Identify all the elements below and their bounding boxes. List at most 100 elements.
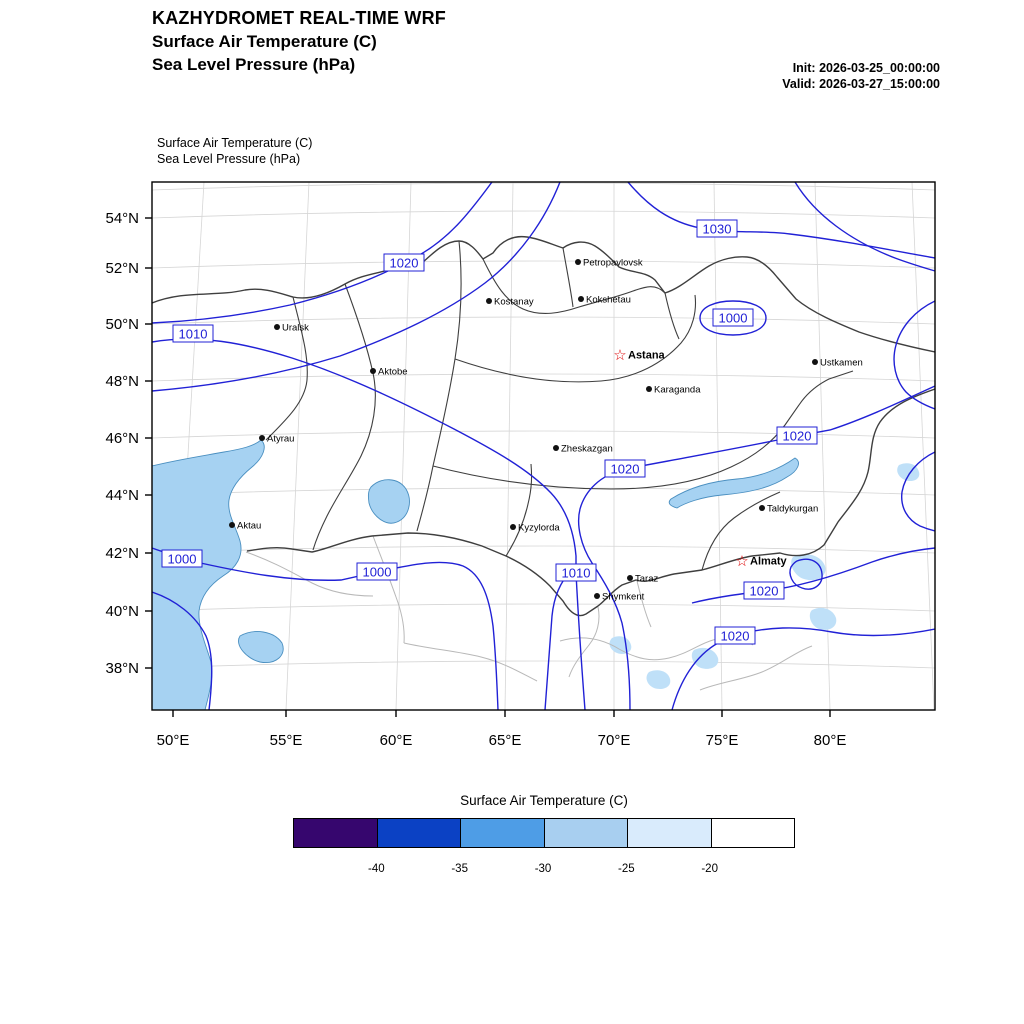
colorbar-tick-label: -35 <box>451 863 468 875</box>
colorbar-tick-labels: -40 -35 -30 -25 -20 <box>293 863 795 879</box>
city-dot-icon <box>812 359 818 365</box>
city-dot-icon <box>486 298 492 304</box>
lat-tick-label: 52°N <box>105 260 139 277</box>
isobar-labels: 1020 1030 1000 1010 1020 1020 1000 1000 1010 1020… <box>161 219 818 645</box>
isobar-label-box <box>604 459 646 478</box>
colorbar-title: Surface Air Temperature (C) <box>460 793 628 808</box>
colorbar-segment <box>711 819 794 847</box>
city-dot-icon <box>510 524 516 530</box>
isobar-label-box <box>383 253 425 272</box>
lon-tick-label: 80°E <box>814 732 847 749</box>
isobar-contour <box>794 182 935 272</box>
lat-tick-label: 54°N <box>105 210 139 227</box>
lon-tick-label: 60°E <box>380 732 413 749</box>
isobar-label: 1020 <box>721 629 750 644</box>
isobar-label-box <box>712 308 754 327</box>
isobar-label-box <box>161 549 203 568</box>
colorbar-segment <box>461 819 545 847</box>
colorbar-segment <box>377 819 461 847</box>
city-dot-icon <box>259 435 265 441</box>
city-label: Petropavlovsk <box>583 258 643 269</box>
city-dot-icon <box>370 368 376 374</box>
subtitle-pressure: Sea Level Pressure (hPa) <box>157 152 301 166</box>
city-label: Karaganda <box>654 385 701 396</box>
isobar-contour <box>577 385 935 710</box>
isobar-label-box <box>743 581 785 600</box>
isobar-contour <box>152 591 213 710</box>
isobar-contour <box>152 182 561 392</box>
city-label: Shymkent <box>602 592 645 603</box>
city-label: Kostanay <box>494 297 534 308</box>
isobar-label: 1010 <box>562 566 591 581</box>
city-star-icon: ☆ <box>735 553 748 570</box>
isobar-label: 1020 <box>390 256 419 271</box>
isobar-label: 1020 <box>783 429 812 444</box>
field-title-temperature: Surface Air Temperature (C) <box>152 32 377 51</box>
colorbar-tick-label: -40 <box>368 863 385 875</box>
colorbar-tick-label: -25 <box>618 863 635 875</box>
city-dot-icon <box>575 259 581 265</box>
isobar-contour <box>893 300 935 410</box>
run-times: Init: 2026-03-25_00:00:00 Valid: 2026-03… <box>782 60 940 92</box>
lake-balkhash <box>668 457 799 509</box>
kara-bogaz-gol <box>238 631 284 663</box>
city-label: Zheskazgan <box>561 444 613 455</box>
city-label: Aktau <box>237 521 261 532</box>
isobar-label-box <box>714 626 756 645</box>
north-border <box>152 235 935 353</box>
title-block: KAZHYDROMET REAL-TIME WRF Surface Air Te… <box>152 6 446 76</box>
field-title-pressure: Sea Level Pressure (hPa) <box>152 55 356 74</box>
isobar-contour <box>789 558 823 590</box>
oblast-borders <box>265 240 854 571</box>
isobar-label: 1000 <box>168 552 197 567</box>
valid-time: Valid: 2026-03-27_15:00:00 <box>782 77 940 91</box>
water-bodies <box>152 439 799 710</box>
lon-tick-label: 55°E <box>270 732 303 749</box>
isobar-label: 1010 <box>179 327 208 342</box>
lat-tick-label: 40°N <box>105 603 139 620</box>
isobar-label: 1030 <box>703 222 732 237</box>
isobar-label-box <box>172 324 214 343</box>
city-dot-icon <box>759 505 765 511</box>
isobar-contour <box>627 182 935 259</box>
city-label: Taraz <box>635 574 658 585</box>
isobar-label: 1000 <box>719 311 748 326</box>
isobar-label-box <box>356 562 398 581</box>
colorbar-tick-label: -30 <box>534 863 552 875</box>
product-title: KAZHYDROMET REAL-TIME WRF <box>152 8 446 28</box>
city-label: Aktobe <box>378 367 408 378</box>
graticule-grid <box>152 182 935 710</box>
kazakhstan-borders <box>152 235 935 617</box>
city-label: Kyzylorda <box>518 523 560 534</box>
east-south-border <box>246 388 935 617</box>
isobar-label-box <box>696 219 738 238</box>
city-label: Atyrau <box>267 434 294 445</box>
lon-tick-label: 70°E <box>598 732 631 749</box>
subtitle-temperature: Surface Air Temperature (C) <box>157 136 313 150</box>
city-dot-icon <box>578 296 584 302</box>
city-star-icon: ☆ <box>613 347 626 364</box>
city-label: Almaty <box>750 556 788 568</box>
city-dot-icon <box>646 386 652 392</box>
lat-tick-label: 42°N <box>105 545 139 562</box>
city-dot-icon <box>627 575 633 581</box>
city-dot-icon <box>274 324 280 330</box>
colorbar <box>293 818 795 848</box>
lon-tick-label: 75°E <box>706 732 739 749</box>
city-dot-icon <box>553 445 559 451</box>
isobar-contour <box>901 451 935 532</box>
colorbar-segment <box>544 819 628 847</box>
lon-tick-label: 50°E <box>157 732 190 749</box>
colorbar-segment <box>628 819 712 847</box>
city-label: Ustkamen <box>820 358 863 369</box>
isobar-contour <box>691 547 935 604</box>
city-dot-icon <box>229 522 235 528</box>
city-label: Taldykurgan <box>767 504 818 515</box>
city-label: Uralsk <box>282 323 309 334</box>
isobar-contour <box>699 300 767 336</box>
lat-tick-label: 46°N <box>105 430 139 447</box>
caspian-sea <box>152 439 265 710</box>
map-frame <box>151 181 936 711</box>
